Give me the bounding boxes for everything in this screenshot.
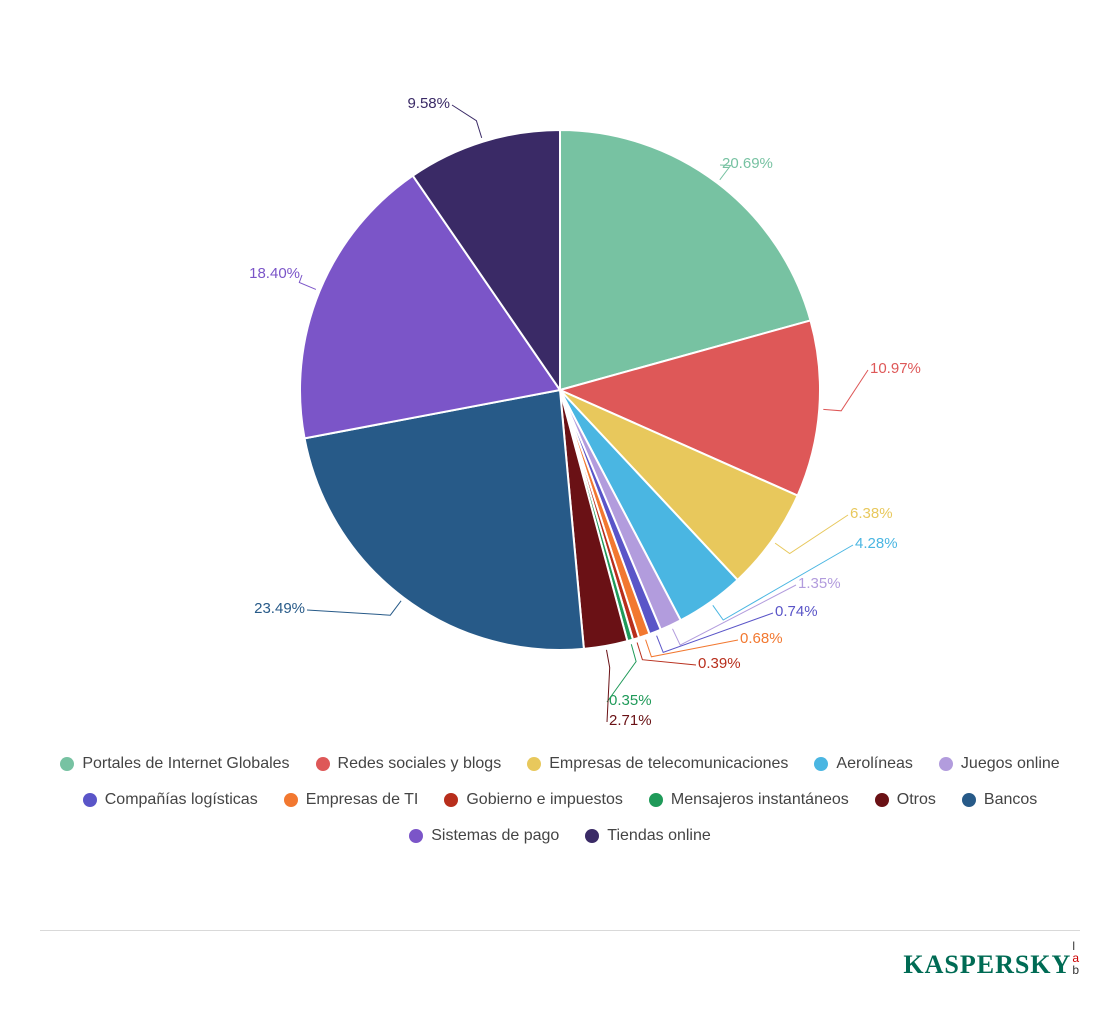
legend-item[interactable]: Tiendas online	[585, 827, 710, 845]
legend-item[interactable]: Sistemas de pago	[409, 827, 559, 845]
legend-label: Juegos online	[961, 755, 1060, 773]
pie-slice-label: 4.28%	[855, 535, 898, 552]
pie-slice-label: 0.74%	[775, 603, 818, 620]
pie-chart-area: 20.69% 10.97% 6.38% 4.28% 1.35% 0.74% 0.68% 0.3…	[0, 50, 1120, 730]
legend-item[interactable]: Compañías logísticas	[83, 791, 258, 809]
legend-swatch	[649, 793, 663, 807]
pie-leader-line	[299, 275, 316, 289]
pie-slice-label: 23.49%	[254, 600, 305, 617]
legend-swatch	[875, 793, 889, 807]
legend-label: Compañías logísticas	[105, 791, 258, 809]
legend-item[interactable]: Gobierno e impuestos	[444, 791, 623, 809]
logo-lab-b: b	[1072, 964, 1080, 976]
logo-main-text: KASPERSKY	[903, 950, 1071, 980]
legend-swatch	[585, 829, 599, 843]
pie-leader-line	[775, 515, 848, 554]
legend-swatch	[284, 793, 298, 807]
legend-swatch	[962, 793, 976, 807]
pie-leader-line	[307, 601, 401, 615]
legend-label: Otros	[897, 791, 936, 809]
legend-label: Empresas de TI	[306, 791, 419, 809]
pie-slice-label: 0.68%	[740, 630, 783, 647]
legend-swatch	[316, 757, 330, 771]
legend-label: Empresas de telecomunicaciones	[549, 755, 788, 773]
pie-chart-svg	[110, 40, 1010, 740]
kaspersky-logo: KASPERSKYlab	[903, 950, 1080, 980]
pie-slice-label: 18.40%	[249, 265, 300, 282]
legend-item[interactable]: Portales de Internet Globales	[60, 755, 289, 773]
legend-label: Gobierno e impuestos	[466, 791, 623, 809]
chart-container: 20.69% 10.97% 6.38% 4.28% 1.35% 0.74% 0.68% 0.3…	[0, 0, 1120, 1029]
legend-item[interactable]: Juegos online	[939, 755, 1060, 773]
pie-slice-label: 6.38%	[850, 505, 893, 522]
pie-slice-label: 10.97%	[870, 360, 921, 377]
legend-item[interactable]: Mensajeros instantáneos	[649, 791, 849, 809]
legend-label: Mensajeros instantáneos	[671, 791, 849, 809]
pie-leader-line	[452, 105, 482, 138]
legend-item[interactable]: Aerolíneas	[814, 755, 913, 773]
pie-slice-label: 2.71%	[609, 712, 652, 729]
pie-slice-label: 1.35%	[798, 575, 841, 592]
legend-item[interactable]: Empresas de telecomunicaciones	[527, 755, 788, 773]
logo-lab-suffix: lab	[1072, 940, 1080, 976]
pie-slice-label: 20.69%	[722, 155, 773, 172]
legend-item[interactable]: Bancos	[962, 791, 1037, 809]
chart-legend: Portales de Internet Globales Redes socia…	[60, 755, 1060, 845]
pie-leader-line	[823, 370, 868, 411]
legend-swatch	[814, 757, 828, 771]
legend-swatch	[60, 757, 74, 771]
legend-label: Portales de Internet Globales	[82, 755, 289, 773]
pie-slice-label: 0.39%	[698, 655, 741, 672]
legend-label: Redes sociales y blogs	[338, 755, 502, 773]
legend-item[interactable]: Redes sociales y blogs	[316, 755, 502, 773]
legend-label: Tiendas online	[607, 827, 710, 845]
legend-label: Sistemas de pago	[431, 827, 559, 845]
legend-swatch	[444, 793, 458, 807]
footer-divider	[40, 930, 1080, 931]
legend-swatch	[527, 757, 541, 771]
legend-swatch	[939, 757, 953, 771]
pie-slice-label: 0.35%	[609, 692, 652, 709]
legend-item[interactable]: Otros	[875, 791, 936, 809]
legend-swatch	[83, 793, 97, 807]
pie-slices-group	[300, 130, 820, 650]
legend-label: Aerolíneas	[836, 755, 913, 773]
legend-item[interactable]: Empresas de TI	[284, 791, 419, 809]
legend-swatch	[409, 829, 423, 843]
pie-slice-label: 9.58%	[407, 95, 450, 112]
legend-label: Bancos	[984, 791, 1037, 809]
